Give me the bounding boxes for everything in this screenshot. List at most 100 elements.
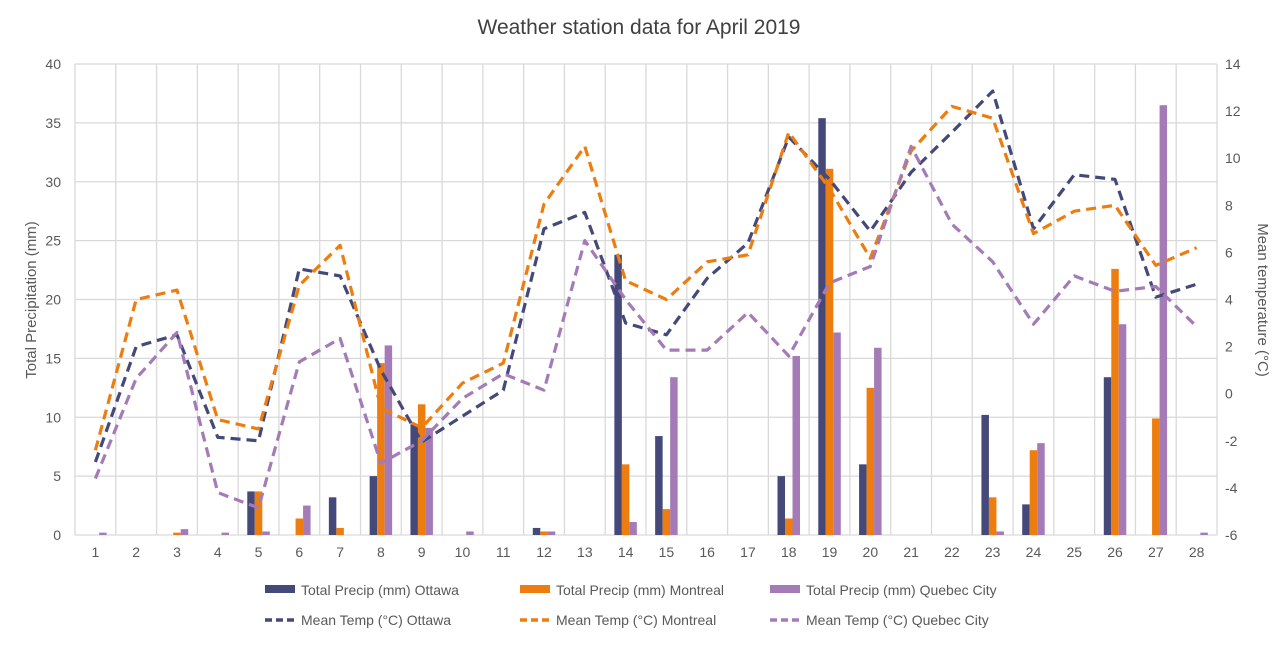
y-axis-label: Total Precipitation (mm)	[23, 221, 40, 379]
bar-1-day-5	[254, 491, 263, 535]
y-tick-label: 20	[45, 292, 61, 308]
bar-2-day-4	[221, 532, 229, 535]
legend-label: Total Precip (mm) Quebec City	[806, 582, 997, 598]
bar-0-day-19	[818, 118, 826, 535]
x-tick-label: 16	[699, 544, 715, 560]
x-tick-label: 9	[418, 544, 426, 560]
y-tick-label: 35	[45, 115, 61, 131]
bar-1-day-26	[1111, 268, 1119, 535]
x-tick-label: 20	[863, 544, 879, 560]
x-tick-label: 7	[336, 544, 344, 560]
lines	[93, 89, 1198, 510]
legend-label: Mean Temp (°C) Montreal	[556, 612, 716, 628]
legend-label: Mean Temp (°C) Quebec City	[806, 612, 989, 628]
bar-1-day-27	[1152, 418, 1160, 535]
bar-0-day-26	[1103, 377, 1112, 535]
x-tick-label: 15	[659, 544, 675, 560]
bar-1-day-8	[377, 363, 385, 535]
x-tick-label: 5	[255, 544, 263, 560]
bar-1-day-24	[1029, 450, 1038, 535]
x-tick-label: 19	[822, 544, 838, 560]
bar-1-day-3	[173, 532, 181, 535]
y2-tick-label: -2	[1225, 433, 1238, 449]
x-tick-label: 13	[577, 544, 593, 560]
bar-2-day-20	[874, 347, 882, 535]
bar-2-day-28	[1200, 532, 1208, 535]
bar-2-day-19	[833, 332, 841, 535]
y-tick-label: 40	[45, 56, 61, 72]
x-tick-label: 24	[1026, 544, 1042, 560]
legend: Total Precip (mm) Ottawa Total Precip (mm…	[265, 582, 997, 628]
bar-0-day-12	[532, 527, 541, 535]
y2-tick-label: 4	[1225, 292, 1233, 308]
x-tick-label: 12	[536, 544, 552, 560]
bar-2-day-10	[466, 531, 474, 535]
bar-1-day-12	[540, 531, 548, 535]
bar-2-day-3	[180, 529, 189, 535]
chart-title: Weather station data for April 2019	[478, 16, 801, 39]
bar-1-day-9	[417, 404, 426, 535]
y2-tick-label: 14	[1225, 56, 1241, 72]
x-tick-label: 11	[496, 544, 511, 560]
bar-2-day-1	[99, 532, 107, 535]
bar-0-day-14	[614, 254, 622, 535]
bar-2-day-8	[384, 345, 393, 535]
bar-1-day-15	[662, 509, 671, 535]
y-tick-label: 30	[45, 174, 61, 190]
bar-0-day-5	[247, 491, 255, 535]
bar-2-day-27	[1159, 105, 1168, 536]
y2-axis-label: Mean temperature (°C)	[1254, 223, 1271, 377]
bar-2-day-9	[425, 427, 433, 535]
bar-0-day-20	[859, 464, 867, 535]
bar-0-day-8	[369, 476, 378, 535]
y-tick-label: 5	[53, 468, 61, 484]
x-tick-label: 18	[781, 544, 797, 560]
x-tick-label: 3	[173, 544, 181, 560]
bar-2-day-14	[629, 522, 637, 535]
bar-1-day-14	[621, 464, 630, 535]
bar-2-day-24	[1037, 443, 1045, 535]
x-tick-label: 17	[740, 544, 756, 560]
y-tick-label: 15	[45, 350, 61, 366]
legend-label: Total Precip (mm) Ottawa	[301, 582, 459, 598]
bar-1-day-6	[295, 518, 304, 535]
x-tick-label: 22	[944, 544, 960, 560]
x-tick-label: 6	[295, 544, 303, 560]
bar-1-day-20	[866, 387, 875, 535]
y2-tick-label: 12	[1225, 103, 1241, 119]
x-tick-label: 27	[1148, 544, 1164, 560]
x-tick-label: 25	[1066, 544, 1082, 560]
x-tick-label: 21	[903, 544, 919, 560]
legend-swatch-bar	[520, 585, 550, 593]
x-tick-label: 1	[91, 544, 99, 560]
y-tick-label: 10	[45, 409, 61, 425]
bar-2-day-26	[1118, 324, 1127, 535]
gridlines	[74, 63, 1218, 536]
x-tick-label: 23	[985, 544, 1001, 560]
y2-tick-label: 0	[1225, 386, 1233, 402]
temp-line-2	[93, 144, 1198, 510]
y2-tick-label: 8	[1225, 197, 1233, 213]
y2-tick-label: 2	[1225, 339, 1233, 355]
bar-1-day-18	[785, 518, 793, 535]
bar-2-day-23	[996, 531, 1004, 535]
x-tick-label: 2	[132, 544, 140, 560]
bar-2-day-15	[670, 377, 678, 535]
bar-0-day-18	[777, 476, 785, 535]
bar-2-day-12	[547, 531, 556, 535]
y2-tick-label: 10	[1225, 150, 1241, 166]
legend-label: Total Precip (mm) Montreal	[556, 582, 724, 598]
bar-0-day-23	[981, 414, 989, 535]
bars	[99, 105, 1208, 536]
bar-0-day-24	[1022, 504, 1030, 535]
legend-label: Mean Temp (°C) Ottawa	[301, 612, 451, 628]
bar-0-day-15	[655, 436, 663, 535]
y2-tick-label: 6	[1225, 244, 1233, 260]
bar-2-day-18	[792, 356, 800, 535]
y-tick-label: 25	[45, 233, 61, 249]
x-tick-label: 10	[455, 544, 471, 560]
temp-line-1	[93, 104, 1198, 451]
bar-1-day-19	[825, 168, 834, 536]
